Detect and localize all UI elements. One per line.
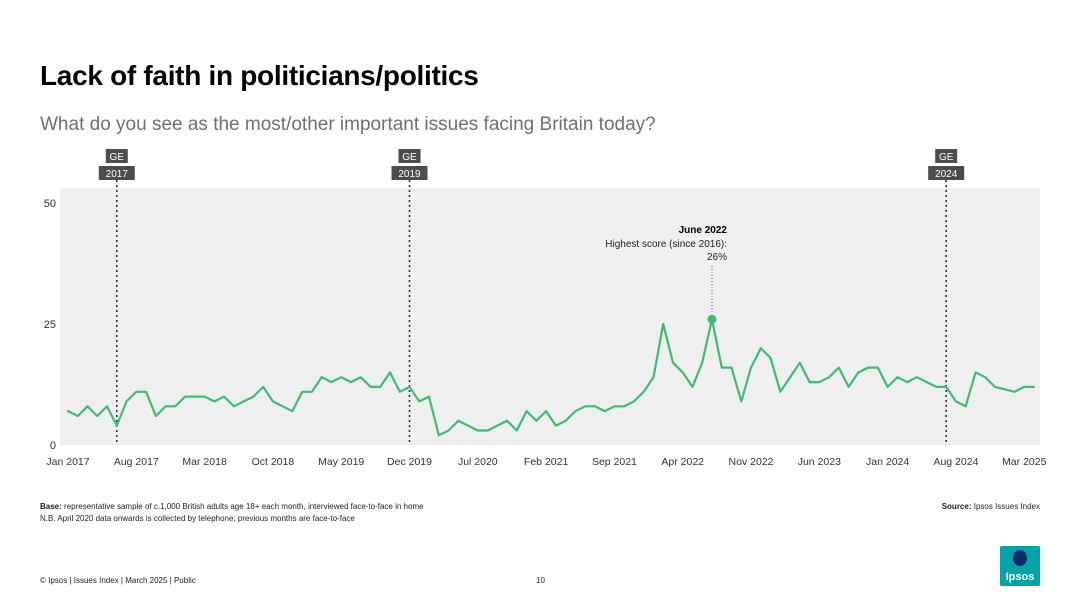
base-note: Base: representative sample of c.1,000 B… (40, 502, 424, 511)
election-marker-tag (105, 149, 128, 163)
source-label: Source: (941, 502, 972, 511)
election-marker-label: GE (402, 152, 417, 163)
method-note: N.B. April 2020 data onwards is collecte… (40, 514, 355, 523)
line-chart: 0 25 50 Jan 2017 Aug 2017 Mar 2018 Oct 2018 May… (44, 149, 1047, 468)
election-year-label: 2017 (106, 169, 129, 180)
y-tick-label: 0 (50, 440, 56, 452)
highlight-title: June 2022 (679, 225, 728, 236)
election-marker-label: GE (110, 152, 125, 163)
election-year-tag (928, 166, 965, 180)
x-tick-label: Jan 2017 (46, 456, 89, 468)
x-tick-label: Apr 2022 (661, 456, 704, 468)
x-tick-label: Aug 2024 (933, 456, 978, 468)
x-tick-label: Jul 2020 (458, 456, 498, 468)
base-label: Base: (40, 502, 62, 511)
election-marker-tag (935, 149, 958, 163)
plot-area (60, 188, 1040, 445)
x-tick-label: May 2019 (318, 456, 364, 468)
x-tick-label: Aug 2017 (114, 456, 159, 468)
election-year-label: 2019 (398, 169, 421, 180)
election-marker-label: GE (939, 152, 954, 163)
x-tick-label: Oct 2018 (252, 456, 295, 468)
highlight-value: 26% (707, 252, 727, 263)
x-tick-label: Mar 2018 (182, 456, 227, 468)
logo-bubble-icon (1013, 550, 1027, 566)
y-tick-label: 25 (44, 319, 56, 331)
logo-text: Ipsos (1005, 571, 1035, 583)
source-text: Ipsos Issues Index (973, 502, 1040, 511)
chart-subtitle: What do you see as the most/other import… (40, 114, 656, 135)
x-tick-label: Sep 2021 (592, 456, 637, 468)
election-year-tag (391, 166, 428, 180)
highlight-point (707, 314, 717, 324)
copyright: © Ipsos | Issues Index | March 2025 | Pu… (40, 576, 196, 585)
x-tick-label: Mar 2025 (1002, 456, 1047, 468)
source-note: Source: Ipsos Issues Index (942, 502, 1040, 511)
page-number: 10 (536, 576, 545, 585)
base-text: representative sample of c.1,000 British… (64, 502, 424, 511)
y-tick-label: 50 (44, 198, 56, 210)
x-tick-label: Nov 2022 (729, 456, 774, 468)
election-marker-tag (398, 149, 421, 163)
highlight-text: Highest score (since 2016): (605, 239, 727, 250)
x-tick-label: Dec 2019 (387, 456, 432, 468)
series-line (66, 318, 1036, 437)
x-tick-label: Jan 2024 (866, 456, 909, 468)
ipsos-logo: Ipsos (1000, 546, 1040, 586)
x-tick-label: Jun 2023 (798, 456, 841, 468)
chart-title: Lack of faith in politicians/politics (40, 60, 479, 91)
election-year-tag (98, 166, 135, 180)
election-year-label: 2024 (935, 169, 958, 180)
x-tick-label: Feb 2021 (524, 456, 569, 468)
